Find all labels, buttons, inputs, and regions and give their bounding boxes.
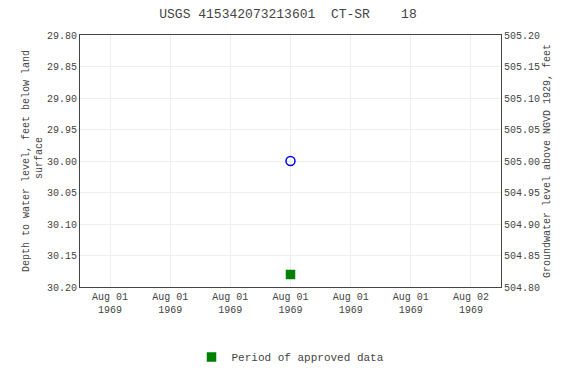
svg-text:Aug 021969: Aug 021969 [453, 292, 489, 316]
svg-text:30.10: 30.10 [47, 220, 77, 231]
svg-text:Aug 011969: Aug 011969 [272, 292, 308, 316]
svg-text:30.20: 30.20 [47, 283, 77, 294]
svg-text:505.05: 505.05 [504, 125, 540, 136]
svg-text:505.15: 505.15 [504, 62, 540, 73]
svg-text:504.95: 504.95 [504, 188, 540, 199]
svg-text:29.80: 29.80 [47, 31, 77, 42]
svg-text:Depth to water level, feet bel: Depth to water level, feet below land su… [21, 50, 45, 272]
svg-text:505.00: 505.00 [504, 157, 540, 168]
svg-text:Aug 011969: Aug 011969 [393, 292, 429, 316]
svg-text:29.90: 29.90 [47, 94, 77, 105]
svg-text:504.90: 504.90 [504, 220, 540, 231]
svg-text:Aug 011969: Aug 011969 [152, 292, 188, 316]
svg-text:Groundwater level above NGVD 1: Groundwater level above NGVD 1929, feet [542, 44, 553, 278]
svg-text:29.85: 29.85 [47, 62, 77, 73]
svg-text:505.20: 505.20 [504, 31, 540, 42]
svg-text:29.95: 29.95 [47, 125, 77, 136]
svg-text:30.00: 30.00 [47, 157, 77, 168]
svg-text:30.05: 30.05 [47, 188, 77, 199]
svg-text:30.15: 30.15 [47, 251, 77, 262]
svg-text:Aug 011969: Aug 011969 [212, 292, 248, 316]
svg-text:504.85: 504.85 [504, 251, 540, 262]
svg-text:USGS 415342073213601 CT-SR: USGS 415342073213601 CT-SR 18 [159, 7, 416, 22]
svg-text:Period of approved data: Period of approved data [232, 352, 384, 364]
svg-text:504.80: 504.80 [504, 283, 540, 294]
svg-text:Aug 011969: Aug 011969 [92, 292, 128, 316]
svg-text:Aug 011969: Aug 011969 [333, 292, 369, 316]
svg-text:505.10: 505.10 [504, 94, 540, 105]
